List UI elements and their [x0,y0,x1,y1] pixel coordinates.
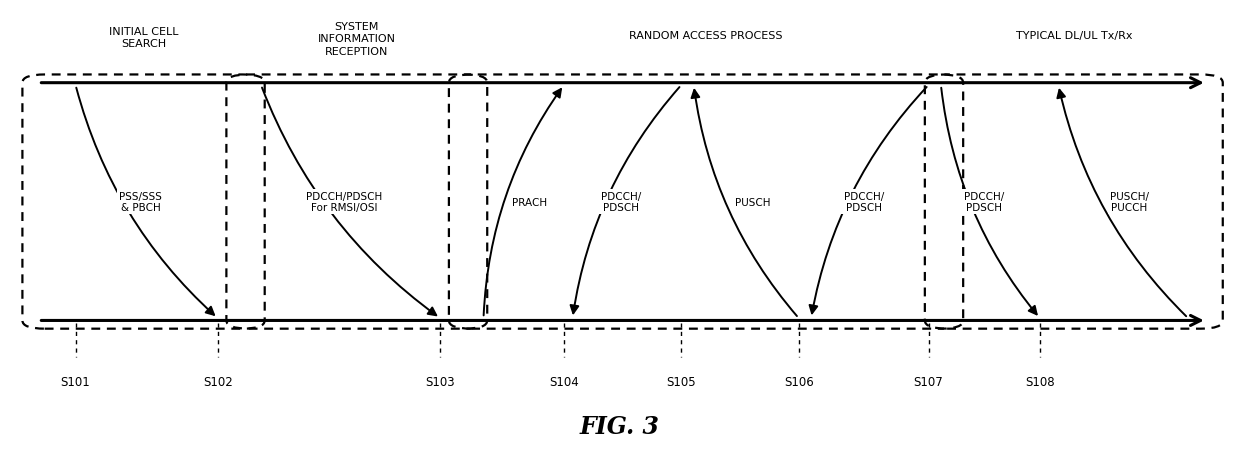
Text: S103: S103 [425,375,455,388]
Text: S106: S106 [784,375,814,388]
Text: PDCCH/
PDSCH: PDCCH/ PDSCH [601,191,641,213]
Text: S107: S107 [913,375,943,388]
Text: S105: S105 [667,375,696,388]
Text: SYSTEM
INFORMATION
RECEPTION: SYSTEM INFORMATION RECEPTION [317,22,395,56]
Text: FIG. 3: FIG. 3 [580,414,659,437]
Text: S104: S104 [549,375,579,388]
Text: PSS/SSS
& PBCH: PSS/SSS & PBCH [119,191,162,213]
Text: S101: S101 [61,375,90,388]
Text: TYPICAL DL/UL Tx/Rx: TYPICAL DL/UL Tx/Rx [1016,31,1132,41]
Text: PDCCH/
PDSCH: PDCCH/ PDSCH [844,191,883,213]
Text: PRACH: PRACH [512,197,548,207]
Text: RANDOM ACCESS PROCESS: RANDOM ACCESS PROCESS [629,31,783,41]
Text: PDCCH/
PDSCH: PDCCH/ PDSCH [964,191,1005,213]
Text: PDCCH/PDSCH
For RMSI/OSI: PDCCH/PDSCH For RMSI/OSI [306,191,383,213]
Text: PUSCH/
PUCCH: PUSCH/ PUCCH [1110,191,1149,213]
Text: INITIAL CELL
SEARCH: INITIAL CELL SEARCH [109,27,178,49]
Text: S108: S108 [1025,375,1054,388]
Text: S102: S102 [203,375,233,388]
Text: PUSCH: PUSCH [735,197,771,207]
